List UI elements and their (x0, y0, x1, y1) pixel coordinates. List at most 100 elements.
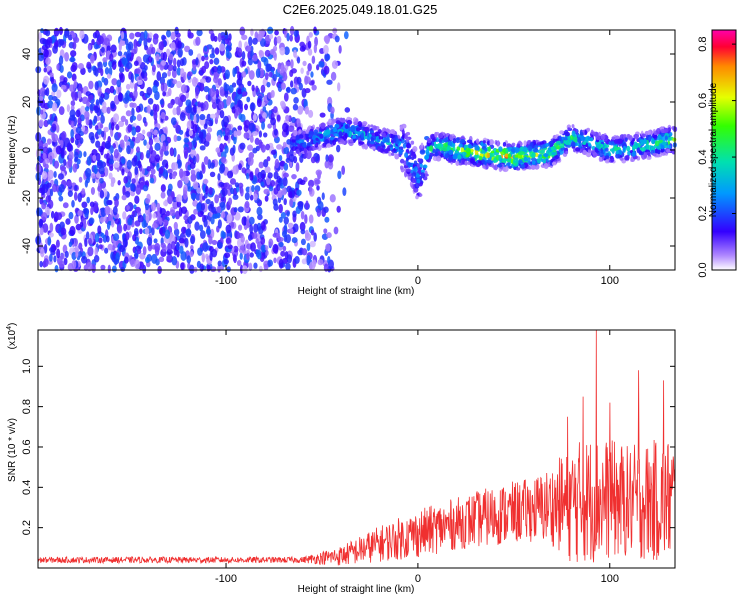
spectrogram-cell (71, 32, 76, 39)
spectrogram-cell (232, 144, 236, 154)
spectrogram-cell (166, 79, 172, 88)
spectrogram-cell (216, 65, 223, 74)
spectrogram-cell (177, 48, 183, 58)
spectrogram-cell (415, 173, 420, 178)
spectrogram-cell (270, 90, 275, 98)
spectrogram-cell (383, 148, 389, 154)
spectrogram-cell (170, 31, 176, 41)
spectrogram-cell (208, 186, 213, 196)
spectrogram-cell (656, 145, 662, 150)
spectrogram-cell (394, 153, 400, 160)
spectrogram-cell (238, 40, 242, 50)
spectrogram-cell (556, 140, 561, 145)
spectrogram-cell (192, 200, 199, 207)
spectrogram-cell (77, 90, 82, 100)
spectrogram-cell (308, 109, 314, 118)
spectrogram-cell (255, 145, 260, 152)
spectrogram-cell (44, 206, 51, 216)
spectrogram-cell (544, 143, 550, 147)
spectrogram-cell (102, 101, 107, 108)
spectrogram-cell (49, 155, 53, 165)
spectrogram-cell (333, 133, 339, 137)
spectrogram-cell (296, 76, 302, 85)
spectrogram-cell (300, 238, 306, 246)
spectrogram-cell (90, 172, 97, 179)
spectrogram-cell (283, 198, 287, 206)
spectrogram-cell (264, 195, 269, 202)
spectrogram-cell (99, 190, 105, 199)
spectrogram-cell (183, 175, 189, 184)
spectrogram-cell (199, 193, 204, 203)
spectrogram-cell (595, 143, 602, 149)
spectrogram-cell (77, 117, 82, 125)
spectrogram-cell (407, 162, 412, 166)
spectrogram-cell (290, 80, 294, 88)
spectrogram-cell (55, 239, 60, 248)
spectrogram-cell (504, 153, 509, 158)
spectrogram-cell (224, 145, 229, 154)
spectrogram-cell (248, 122, 256, 132)
spectrogram-cell (162, 141, 167, 152)
spectrogram-cell (245, 45, 252, 52)
spectrogram-cell (456, 146, 461, 151)
spectrogram-cell (498, 154, 502, 160)
spectrogram-cell (36, 207, 43, 217)
spectrogram-cell (474, 149, 479, 156)
spectrogram-cell (310, 71, 314, 78)
spectrogram-cell (130, 52, 135, 58)
spectrogram-cell (507, 162, 511, 167)
spectrogram-cell (293, 152, 297, 156)
spectrogram-cell (86, 196, 91, 204)
spectrogram-cell (300, 67, 304, 74)
spectrogram-cell (106, 152, 111, 162)
spectrogram-cell (184, 45, 191, 53)
spectrogram-cell (245, 218, 250, 229)
spectrogram-cell (92, 154, 97, 162)
spectrogram-cell (641, 133, 646, 138)
spectrogram-cell (162, 219, 169, 226)
spectrogram-cell (650, 146, 655, 151)
spectrogram-cell (293, 131, 297, 137)
spectrogram-cell (432, 148, 437, 153)
spectrogram-cell (288, 191, 293, 199)
spectrogram-cell (326, 232, 332, 239)
spectrogram-cell (74, 151, 79, 160)
spectrogram-cell (97, 185, 103, 192)
spectrogram-cell (185, 130, 190, 137)
snr-y-scale-label: (x104) (6, 323, 18, 350)
spectrogram-cell (175, 105, 181, 116)
spectrogram-cell (293, 96, 299, 104)
spectrogram-cell (209, 251, 213, 262)
spectrogram-cell (150, 155, 155, 162)
spectrogram-cell (206, 132, 212, 142)
spectrogram-cell (265, 63, 271, 73)
spectrogram-cell (460, 147, 465, 154)
spectrogram-cell (284, 251, 289, 260)
spectrogram-cell (455, 137, 460, 144)
spectrogram-cell (52, 45, 58, 54)
spectrogram-cell (236, 129, 242, 136)
spectrogram-cell (188, 141, 193, 151)
spectrogram-cell (122, 237, 128, 248)
spectrogram-cell (309, 261, 316, 271)
spectrogram-cell (664, 135, 668, 142)
spectrogram-cell (50, 210, 55, 219)
spectrogram-cell (252, 131, 259, 137)
spectrogram-cell (202, 178, 209, 184)
spectrogram-cell (217, 32, 222, 43)
spectrogram-cell (233, 130, 238, 138)
spectrogram-cell (160, 242, 166, 249)
spectrogram-cell (117, 92, 123, 102)
spectrogram-cell (65, 218, 71, 225)
spectrogram-cell (149, 177, 155, 184)
y-tick-label: 0.6 (21, 439, 33, 454)
spectrogram-cell (508, 165, 512, 169)
spectrogram-cell (211, 206, 217, 214)
spectrogram-cell (218, 181, 225, 188)
spectrogram-cell (71, 61, 78, 71)
spectrogram-cell (170, 117, 177, 126)
spectrogram-cell (197, 101, 201, 108)
spectrogram-cell (501, 158, 507, 163)
spectrogram-cell (278, 154, 283, 162)
spectrogram-cell (278, 241, 284, 248)
